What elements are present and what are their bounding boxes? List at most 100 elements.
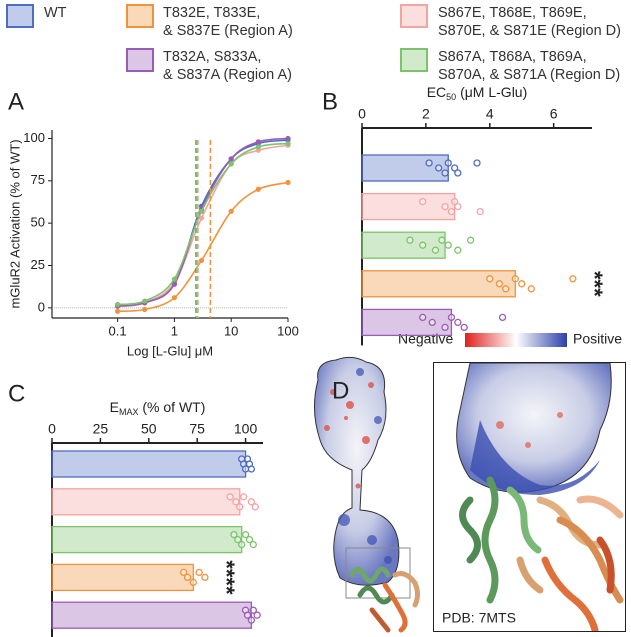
bar [361,192,456,221]
panel-label: A [8,88,24,115]
bar [361,154,449,182]
protein-structure [314,356,420,633]
x-axis-label: EMAX (% of WT) [110,399,206,418]
legend-entry: S867E, T868E, T869E, S870E, & S871E (Reg… [400,4,621,40]
bar [51,525,243,554]
data-point [450,197,459,206]
y-tick-label: 75 [31,172,45,187]
data-point [239,493,248,501]
data-point [247,465,256,473]
data-point [419,313,427,322]
significance-label: *** [582,271,607,297]
x-tick-label: 0 [48,421,56,437]
bar [361,308,453,337]
data-point [195,568,203,577]
legend-label: T832A, S833A, & S837A (Region A) [163,49,292,83]
data-point [466,236,475,244]
legend-label: WT [44,5,67,21]
legend-label: S867E, T868E, T869E, S870E, & S871E (Reg… [438,5,621,39]
bar [361,231,446,259]
y-tick-label: 50 [31,215,45,230]
legend-swatch [126,48,154,72]
data-point [114,301,121,308]
data-point [473,159,481,167]
data-point [171,276,177,282]
data-point [228,208,234,214]
colorbar-high-label: Positive [573,331,622,347]
x-tick-label: 25 [93,421,109,437]
bar [51,601,253,629]
x-axis-label-sub: 50 [446,92,456,102]
data-point [431,246,440,254]
x-tick-label: 50 [141,421,157,437]
data-point [201,573,209,582]
data-point [142,298,148,304]
data-point [441,323,449,332]
data-point [249,606,257,614]
data-point [230,530,238,539]
series-line [117,144,289,307]
x-axis-label-rest: (μM L-Glu) [456,84,527,100]
data-point [234,535,242,544]
bar [51,563,194,592]
data-point [171,281,177,287]
x-tick-label: 10 [224,323,238,338]
inset-structure [456,363,624,631]
data-point [198,208,205,214]
y-tick-label: 100 [23,130,45,145]
significance-label: **** [214,560,239,595]
data-point [247,616,256,624]
data-point [419,241,427,249]
data-point [241,530,250,539]
y-tick-label: 25 [31,257,45,272]
x-tick-label: 6 [550,106,558,122]
x-axis-label-sub: MAX [119,407,139,417]
data-point [454,202,462,211]
data-point [460,323,468,332]
data-point [198,257,205,264]
series-line [117,142,289,306]
data-point [142,306,148,313]
x-tick-label: 4 [486,106,494,122]
y-tick-label: 0 [38,299,45,314]
legend-swatch [400,48,428,72]
data-point [438,236,446,244]
data-point [435,164,443,172]
data-point [253,611,261,619]
data-point [171,295,177,301]
x-tick-label: 1 [171,323,178,338]
data-point [454,318,462,327]
data-point [441,169,449,177]
data-point [447,207,456,216]
data-point [232,498,240,506]
x-axis-label: EC50 (μM L-Glu) [427,84,528,103]
inset-label: PDB: 7MTS [442,610,516,626]
data-point [285,140,291,147]
data-point [285,179,291,186]
data-point [189,578,197,587]
x-tick-label: 100 [277,323,299,338]
x-tick-label: 75 [189,421,205,437]
data-point [236,503,244,511]
legend-swatch [400,4,428,28]
legend-entry: T832A, S833A, & S837A (Region A) [126,48,292,84]
data-point [486,275,494,283]
x-axis-label: Log [L-Glu] μM [127,343,213,358]
data-point [285,135,291,142]
bar [51,488,241,516]
data-point [425,159,433,167]
colorbar-low-label: Negative [398,331,453,347]
legend-label: S867A, T868A, T869A, S870A, & S871A (Reg… [438,49,621,83]
data-point [406,236,414,244]
data-point [454,246,462,254]
data-point [226,493,234,501]
data-point [179,568,188,577]
data-point [251,503,259,511]
legend-swatch [6,4,34,28]
data-point [498,313,507,322]
data-point [247,498,256,506]
data-point [527,285,535,293]
data-point [255,144,261,150]
